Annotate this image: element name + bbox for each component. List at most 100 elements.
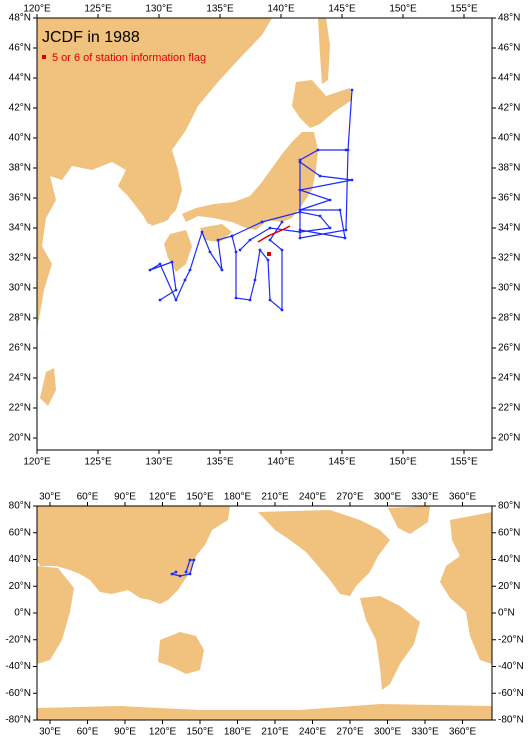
- lon-label: 145°E: [328, 457, 356, 468]
- legend-marker: [42, 55, 46, 59]
- lat-label: 40°N: [9, 554, 31, 565]
- station-track: [148, 220, 284, 312]
- eurasia: [37, 506, 230, 604]
- lon-label: 360°E: [449, 492, 477, 503]
- lat-label: -20°N: [5, 634, 31, 645]
- greenland: [388, 506, 430, 534]
- lat-label: 80°N: [498, 501, 520, 512]
- lon-label: 90°E: [114, 727, 136, 738]
- title: JCDF in 1988: [42, 29, 140, 46]
- lon-label: 145°E: [328, 4, 356, 15]
- honshu: [182, 132, 318, 230]
- europe-africa-east: [440, 512, 492, 664]
- lat-label: 36°N: [9, 193, 31, 204]
- sakhalin: [318, 18, 330, 84]
- legend-label: 5 or 6 of station information flag: [52, 52, 206, 64]
- lat-label: 32°N: [9, 253, 31, 264]
- station-track: [297, 160, 354, 240]
- lon-label: 120°E: [149, 492, 177, 503]
- lon-label: 270°E: [336, 492, 364, 503]
- lat-label: -40°N: [498, 661, 524, 672]
- lon-label: 125°E: [84, 457, 112, 468]
- lat-label: 40°N: [498, 554, 520, 565]
- station-track-overview: [170, 558, 196, 578]
- lat-label: 42°N: [498, 103, 520, 114]
- korea: [118, 150, 182, 224]
- lat-label: 0°N: [498, 608, 515, 619]
- lat-label: 24°N: [498, 373, 520, 384]
- lon-label: 130°E: [145, 4, 173, 15]
- lat-label: 26°N: [498, 343, 520, 354]
- lon-label: 210°E: [261, 727, 289, 738]
- lat-label: 44°N: [498, 73, 520, 84]
- lon-label: 60°E: [77, 727, 99, 738]
- bottom-map: [37, 506, 492, 720]
- lat-label: 0°N: [14, 608, 31, 619]
- top-map-frame: [36, 17, 493, 451]
- top-map: [37, 18, 354, 406]
- lon-label: 135°E: [206, 457, 234, 468]
- lat-label: 40°N: [9, 133, 31, 144]
- lat-label: -40°N: [5, 661, 31, 672]
- lon-label: 135°E: [206, 4, 234, 15]
- lon-label: 210°E: [261, 492, 289, 503]
- lat-label: 48°N: [498, 13, 520, 24]
- lat-label: 38°N: [498, 163, 520, 174]
- lon-label: 125°E: [84, 4, 112, 15]
- kyushu: [164, 230, 192, 272]
- lon-label: 150°E: [186, 492, 214, 503]
- lat-label: 20°N: [498, 581, 520, 592]
- lon-label: 180°E: [224, 492, 252, 503]
- lat-label: 24°N: [9, 373, 31, 384]
- lat-label: 40°N: [498, 133, 520, 144]
- africa: [37, 566, 74, 664]
- lon-label: 300°E: [374, 727, 402, 738]
- flagged-station: [267, 252, 271, 256]
- lon-label: 120°E: [23, 4, 51, 15]
- lon-label: 30°E: [39, 492, 61, 503]
- lat-label: 60°N: [498, 527, 520, 538]
- lon-label: 140°E: [267, 4, 295, 15]
- lat-label: 30°N: [9, 283, 31, 294]
- lat-label: 60°N: [9, 527, 31, 538]
- lat-label: 30°N: [498, 283, 520, 294]
- lat-label: -80°N: [498, 715, 524, 726]
- north-america: [258, 510, 390, 596]
- lat-label: 22°N: [498, 403, 520, 414]
- lat-label: 44°N: [9, 73, 31, 84]
- lat-label: 34°N: [9, 223, 31, 234]
- lon-label: 155°E: [450, 457, 478, 468]
- hokkaido: [292, 80, 352, 128]
- lat-label: -60°N: [5, 688, 31, 699]
- lat-label: 26°N: [9, 343, 31, 354]
- lon-label: 30°E: [39, 727, 61, 738]
- lat-label: 28°N: [498, 313, 520, 324]
- lon-label: 130°E: [145, 457, 173, 468]
- antarctica: [37, 704, 492, 720]
- lat-label: -20°N: [498, 634, 524, 645]
- lon-label: 360°E: [449, 727, 477, 738]
- taiwan: [40, 368, 56, 406]
- lat-label: 80°N: [9, 501, 31, 512]
- lat-label: 42°N: [9, 103, 31, 114]
- lon-label: 140°E: [267, 457, 295, 468]
- lon-label: 330°E: [411, 727, 439, 738]
- lon-label: 150°E: [186, 727, 214, 738]
- lat-label: 20°N: [9, 581, 31, 592]
- lat-label: 32°N: [498, 253, 520, 264]
- lon-label: 150°E: [389, 457, 417, 468]
- lon-label: 330°E: [411, 492, 439, 503]
- lon-label: 240°E: [299, 727, 327, 738]
- lon-label: 150°E: [389, 4, 417, 15]
- south-america: [360, 596, 420, 690]
- lon-label: 240°E: [299, 492, 327, 503]
- australia: [158, 632, 204, 674]
- lat-label: 28°N: [9, 313, 31, 324]
- lon-label: 155°E: [450, 4, 478, 15]
- lat-label: 46°N: [498, 43, 520, 54]
- lat-label: 20°N: [498, 433, 520, 444]
- lat-label: -80°N: [5, 715, 31, 726]
- lon-label: 60°E: [77, 492, 99, 503]
- lat-label: 46°N: [9, 43, 31, 54]
